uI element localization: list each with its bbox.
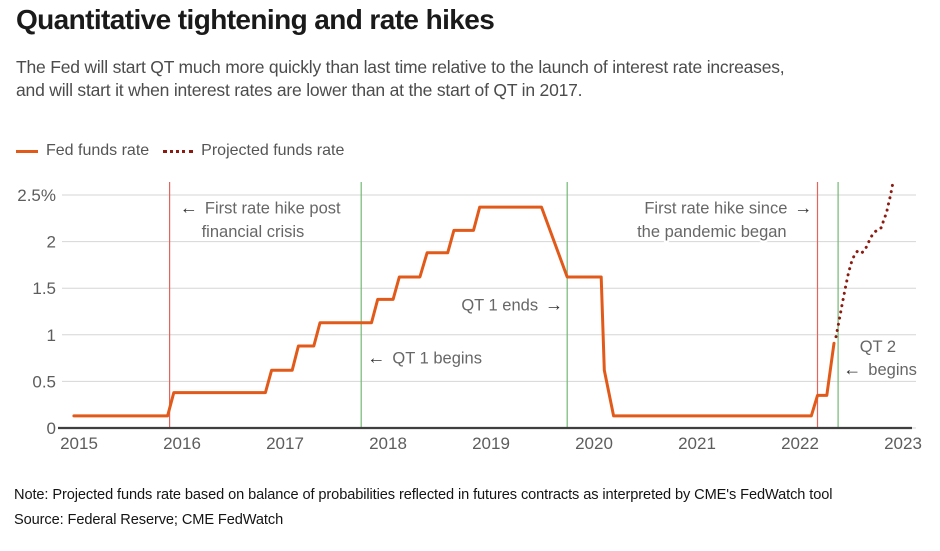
x-tick-label: 2015	[60, 434, 98, 453]
dotted-line-swatch-icon	[163, 149, 194, 153]
page-title: Quantitative tightening and rate hikes	[16, 4, 495, 35]
legend: Fed funds rate Projected funds rate	[16, 142, 344, 160]
legend-item-projected-funds-rate: Projected funds rate	[163, 142, 344, 160]
x-tick-label: 2016	[163, 434, 201, 453]
legend-item-fed-funds-rate: Fed funds rate	[16, 142, 149, 160]
series-projected-funds-rate	[834, 182, 895, 339]
x-tick-label: 2018	[369, 434, 407, 453]
subtitle-line-1: The Fed will start QT much more quickly …	[16, 57, 785, 77]
x-tick-label: 2020	[575, 434, 613, 453]
y-tick-label: 0.5	[32, 372, 56, 391]
annotation-qt1-ends: QT 1 ends →	[461, 295, 563, 315]
annotation-qt2-begins-line2: ← begins	[843, 359, 917, 379]
legend-label-fed-funds-rate: Fed funds rate	[46, 142, 150, 159]
chart-source: Source: Federal Reserve; CME FedWatch	[14, 512, 284, 528]
x-tick-label: 2022	[781, 434, 819, 453]
y-tick-label: 2	[47, 233, 56, 252]
legend-label-projected-funds-rate: Projected funds rate	[201, 142, 345, 159]
y-tick-label: 1.5	[32, 279, 56, 298]
chart-note: Note: Projected funds rate based on bala…	[14, 487, 833, 503]
x-tick-label: 2023	[884, 434, 922, 453]
x-tick-label: 2021	[678, 434, 716, 453]
annotation-first-rate-hike-post-crisis-line2: financial crisis	[202, 223, 305, 241]
x-tick-label: 2017	[266, 434, 304, 453]
x-tick-label: 2019	[472, 434, 510, 453]
annotation-qt2-begins-line1: QT 2	[860, 338, 896, 356]
annotation-first-rate-hike-pandemic-line2: the pandemic began	[637, 223, 787, 241]
series-fed-funds-rate	[72, 205, 836, 418]
y-tick-label: 1	[47, 326, 56, 345]
annotation-first-rate-hike-pandemic-line1: First rate hike since →	[644, 198, 812, 218]
subtitle-line-2: and will start it when interest rates ar…	[16, 80, 583, 100]
y-tick-label: 0	[47, 419, 56, 438]
annotation-first-rate-hike-post-crisis-line1: ← First rate hike post	[180, 198, 341, 218]
annotation-qt1-begins: ← QT 1 begins	[367, 348, 482, 368]
y-tick-label: 2.5%	[17, 186, 56, 205]
chart-subtitle: The Fed will start QT much more quickly …	[16, 56, 785, 102]
solid-line-swatch-icon	[16, 149, 38, 153]
